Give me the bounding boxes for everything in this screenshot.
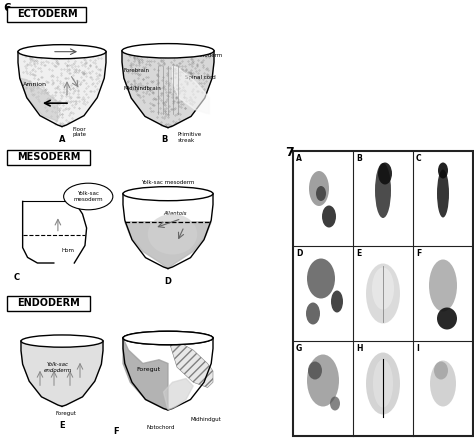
Text: 6: 6 xyxy=(3,3,11,13)
Text: D: D xyxy=(164,277,172,285)
Ellipse shape xyxy=(366,264,400,323)
Ellipse shape xyxy=(437,169,449,218)
Ellipse shape xyxy=(378,162,392,185)
Text: Mid/hindbrain: Mid/hindbrain xyxy=(124,85,162,90)
Ellipse shape xyxy=(64,183,113,210)
Ellipse shape xyxy=(438,162,448,178)
Ellipse shape xyxy=(309,171,329,206)
Text: Floor
plate: Floor plate xyxy=(73,127,87,137)
Text: C: C xyxy=(14,273,20,281)
Text: MESODERM: MESODERM xyxy=(18,152,81,162)
Ellipse shape xyxy=(331,290,343,313)
Text: F: F xyxy=(416,249,421,258)
FancyBboxPatch shape xyxy=(8,7,86,21)
Text: E: E xyxy=(356,249,361,258)
Text: Yolk-sac mesoderm: Yolk-sac mesoderm xyxy=(141,180,195,185)
Text: Surface ectoderm: Surface ectoderm xyxy=(173,53,222,58)
Text: F: F xyxy=(113,426,118,435)
Ellipse shape xyxy=(18,45,106,59)
Polygon shape xyxy=(168,338,213,388)
Polygon shape xyxy=(18,52,106,127)
Polygon shape xyxy=(164,379,193,410)
Polygon shape xyxy=(21,341,103,406)
FancyBboxPatch shape xyxy=(8,149,91,165)
Text: Yolk-sac
endoderm: Yolk-sac endoderm xyxy=(44,362,72,373)
Text: Allantois: Allantois xyxy=(164,211,187,216)
Text: B: B xyxy=(356,154,362,163)
Ellipse shape xyxy=(307,355,339,406)
Text: Notochord: Notochord xyxy=(146,425,175,430)
Ellipse shape xyxy=(322,206,336,227)
Ellipse shape xyxy=(122,44,214,58)
Polygon shape xyxy=(125,222,211,268)
Polygon shape xyxy=(123,194,213,268)
Text: Midhindgut: Midhindgut xyxy=(191,417,221,422)
Text: Spinal cord: Spinal cord xyxy=(184,75,215,80)
Ellipse shape xyxy=(123,331,213,345)
Text: G: G xyxy=(296,344,302,353)
Polygon shape xyxy=(123,338,168,410)
Ellipse shape xyxy=(123,187,213,201)
Polygon shape xyxy=(173,66,210,114)
Text: Amnion: Amnion xyxy=(23,82,47,87)
Text: Foregut: Foregut xyxy=(136,367,160,372)
FancyBboxPatch shape xyxy=(8,296,91,310)
Ellipse shape xyxy=(434,362,448,380)
Polygon shape xyxy=(20,78,58,121)
Ellipse shape xyxy=(308,362,322,380)
Ellipse shape xyxy=(306,302,320,325)
Text: Yolk-sac
mesoderm: Yolk-sac mesoderm xyxy=(73,191,103,202)
Ellipse shape xyxy=(437,307,457,330)
Ellipse shape xyxy=(375,163,391,218)
Ellipse shape xyxy=(21,335,103,347)
Text: 7: 7 xyxy=(285,146,294,159)
Text: C: C xyxy=(416,154,422,163)
Ellipse shape xyxy=(148,214,197,255)
Ellipse shape xyxy=(366,352,400,414)
Text: Primitive
streak: Primitive streak xyxy=(177,132,201,143)
Text: E: E xyxy=(59,421,65,430)
Ellipse shape xyxy=(372,268,394,310)
Text: Foregut: Foregut xyxy=(55,411,76,416)
Text: ENDODERM: ENDODERM xyxy=(18,298,81,308)
Text: ECTODERM: ECTODERM xyxy=(17,9,77,19)
Bar xyxy=(293,151,473,436)
Text: A: A xyxy=(296,154,302,163)
Ellipse shape xyxy=(330,396,340,410)
Text: B: B xyxy=(161,135,167,144)
Ellipse shape xyxy=(307,259,335,298)
Text: Forebrain: Forebrain xyxy=(124,67,150,73)
Polygon shape xyxy=(122,51,214,128)
Text: H: H xyxy=(356,344,363,353)
Text: D: D xyxy=(296,249,302,258)
Ellipse shape xyxy=(123,331,213,345)
Ellipse shape xyxy=(429,260,457,311)
Ellipse shape xyxy=(316,186,326,201)
Text: I: I xyxy=(416,344,419,353)
Text: Hom: Hom xyxy=(62,248,75,253)
Text: A: A xyxy=(59,135,65,144)
Ellipse shape xyxy=(373,359,393,408)
Ellipse shape xyxy=(430,360,456,406)
